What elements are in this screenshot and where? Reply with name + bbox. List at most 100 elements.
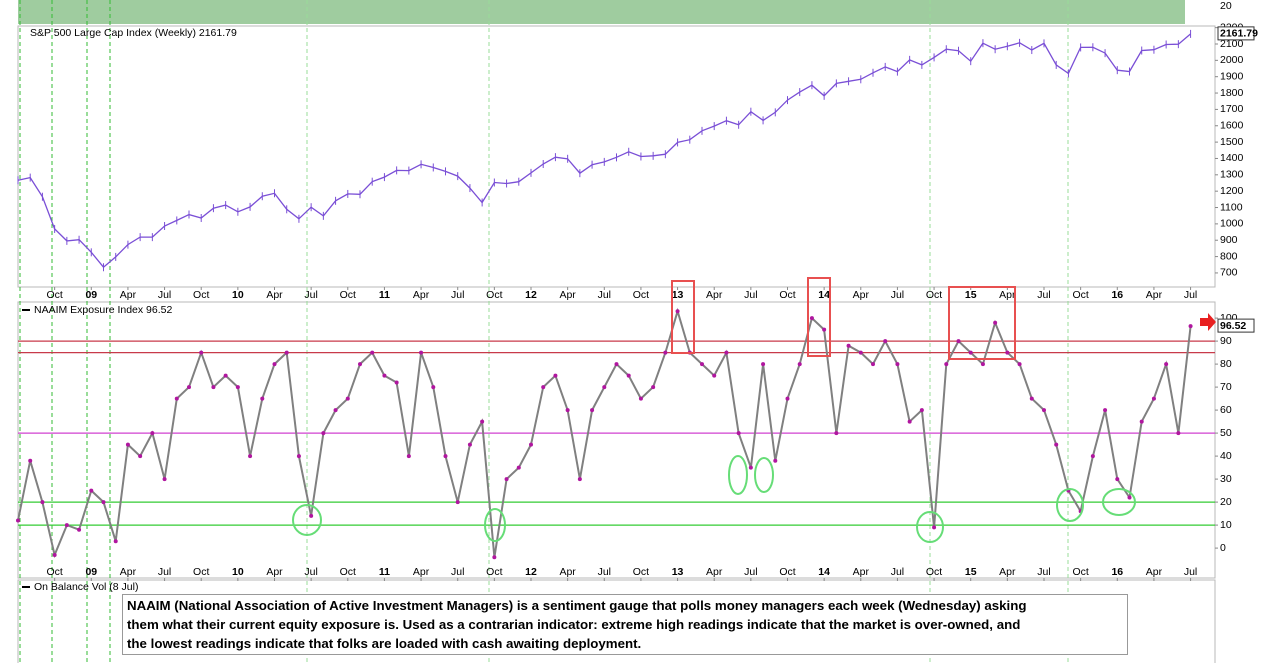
x-tick-label: 16 [1111,289,1123,301]
point [40,500,45,505]
x-tick-label: Oct [486,289,502,301]
point [382,373,387,378]
obv-title: On Balance Vol (8 Jul) [34,581,138,593]
x-tick-label: Apr [853,289,870,301]
point [504,477,509,482]
point [150,431,155,436]
x-tick-label: 12 [525,289,537,301]
point [492,555,497,560]
highlight-box [948,286,1016,360]
x-tick-label: 16 [1111,566,1123,578]
point [846,343,851,348]
x-tick-label: Jul [304,566,317,578]
y-tick-label: 80 [1220,358,1232,370]
y-tick-label: 1200 [1220,185,1244,197]
point [773,458,778,463]
point [797,362,802,367]
separator [0,24,1276,26]
highlight-circle [1102,488,1136,516]
point [1139,419,1144,424]
point [431,385,436,390]
point [919,408,924,413]
x-tick-label: Apr [706,289,723,301]
point [993,320,998,325]
point [77,527,82,532]
point [968,350,973,355]
point [553,373,558,378]
point [296,454,301,459]
x-tick-label: Jul [744,566,757,578]
y-tick-label: 1800 [1220,87,1244,99]
point [907,419,912,424]
x-tick-label: Apr [120,566,137,578]
point [89,488,94,493]
point [467,442,472,447]
point [321,431,326,436]
point [1090,454,1095,459]
point [1103,408,1108,413]
point [248,454,253,459]
x-tick-label: 11 [379,289,390,301]
point [1188,324,1193,329]
point [1042,408,1046,413]
y-tick-label: 2100 [1220,38,1244,50]
point [345,396,350,401]
point [651,385,656,390]
y-tick-label: 2000 [1220,54,1244,66]
point [333,408,338,413]
x-tick-label: Jul [1037,289,1050,301]
x-tick-label: Jul [744,289,757,301]
point [785,396,790,401]
x-tick-label: Apr [999,566,1016,578]
highlight-circle [1056,488,1084,522]
point [138,454,143,459]
top-tick-label: 20 [1220,0,1232,12]
point [944,362,949,367]
x-tick-label: Jul [451,566,464,578]
x-tick-label: Oct [46,289,62,301]
point [895,362,900,367]
point [1127,495,1132,500]
x-tick-label: 15 [965,289,977,301]
point [1115,477,1120,482]
point [358,362,362,367]
y-tick-label: 1100 [1220,201,1243,213]
x-tick-label: Apr [999,289,1016,301]
arrow [1200,313,1216,331]
x-tick-label: 13 [672,566,684,578]
point [1054,442,1059,447]
y-tick-label: 1500 [1220,136,1244,148]
event-lines [19,0,1069,663]
x-tick-label: Jul [598,289,611,301]
y-tick-label: 700 [1220,267,1238,279]
x-tick-label: Oct [193,289,209,301]
y-tick-label: 60 [1220,404,1232,416]
point [260,396,265,401]
point [626,373,631,378]
y-tick-label: 10 [1220,519,1232,531]
x-tick-label: Jul [451,289,464,301]
highlight-box [671,280,695,354]
point [529,442,533,447]
y-tick-label: 30 [1220,473,1232,485]
volume-strip [18,0,1185,24]
y-tick-label: 900 [1220,234,1238,246]
highlights [292,277,1136,543]
y-tick-label: 1000 [1220,218,1244,230]
y-tick-label: 800 [1220,250,1238,262]
point [419,350,424,355]
point [663,350,668,355]
x-tick-label: Jul [304,289,317,301]
point [516,465,521,470]
point [406,454,411,459]
point [1005,350,1010,355]
x-tick-label: Apr [266,289,283,301]
highlight-circle [728,455,748,495]
x-tick-label: Jul [1184,566,1197,578]
point [638,396,643,401]
point [565,408,570,413]
x-tick-label: Jul [1037,566,1050,578]
point [52,553,57,557]
value-badge-label: 2161.79 [1220,28,1258,40]
